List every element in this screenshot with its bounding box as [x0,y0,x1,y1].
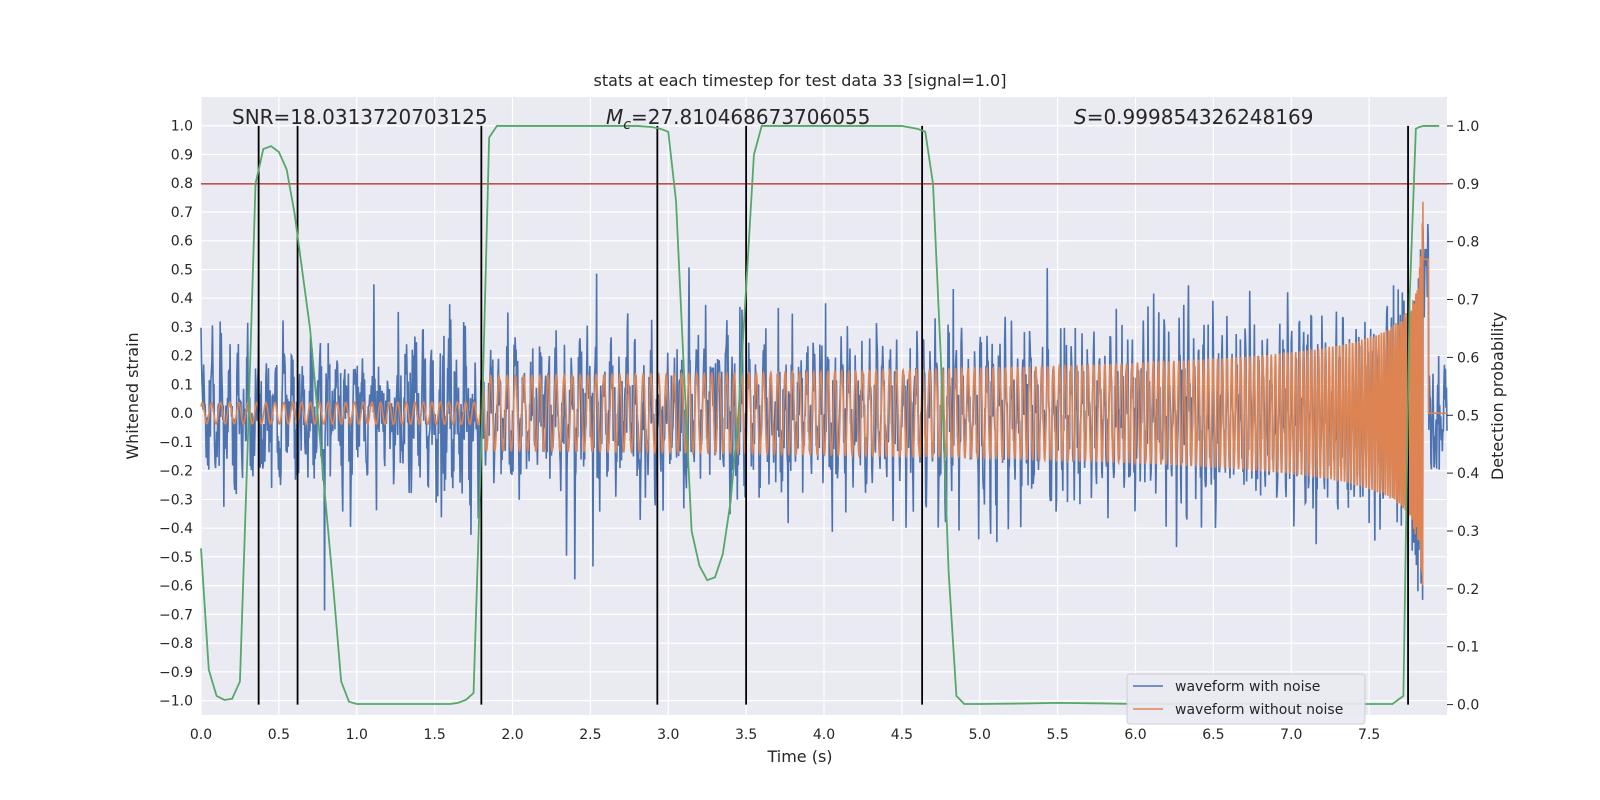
probability-line [200,125,1440,705]
x-tick-label: 4.0 [813,727,835,743]
snr-annotation: SNR=18.0313720703125 [232,105,488,129]
y-tick-label: −0.1 [159,435,193,451]
y2-tick-label: 0.6 [1457,350,1479,366]
y-tick-label: 1.0 [171,119,193,135]
legend-box [1126,673,1366,725]
y2-tick-label: 0.9 [1457,177,1479,193]
y2-tick-label: 0.7 [1457,293,1479,309]
y-tick-label: 0.4 [171,291,193,307]
chirp-mass-subscript: c [623,117,631,133]
y2-axis-ticks: 0.0 0.1 0.2 0.3 0.4 0.5 0.6 0.7 0.8 0.9 1.0 [1447,119,1479,714]
x-tick-label: 7.5 [1358,727,1380,743]
chirp-mass-value: =27.810468673706055 [631,105,870,129]
clean-waveform-line [200,201,1447,586]
x-tick-label: 5.5 [1046,727,1068,743]
y-tick-label: −0.3 [159,492,193,508]
series-detection-probability [200,125,1440,705]
y-tick-label: −0.6 [159,579,193,595]
y-tick-label: 0.3 [171,320,193,336]
x-tick-label: 4.5 [891,727,913,743]
y-tick-label: 0.5 [171,262,193,278]
y-tick-label: −0.2 [159,464,193,480]
x-tick-label: 6.0 [1124,727,1146,743]
x-tick-label: 2.5 [579,727,601,743]
y2-axis-label: Detection probability [1488,312,1507,480]
y-tick-label: −0.5 [159,550,193,566]
plot-area [200,97,1448,715]
x-tick-label: 1.5 [423,727,445,743]
y2-tick-label: 0.5 [1457,408,1479,424]
y-tick-label: −0.4 [159,521,193,537]
x-axis-label: Time (s) [766,747,832,766]
y-tick-label: 0.2 [171,349,193,365]
statistic-annotation: S=0.999854326248169 [1074,105,1313,129]
x-tick-label: 3.0 [657,727,679,743]
y2-tick-label: 0.8 [1457,235,1479,251]
statistic-value: =0.999854326248169 [1087,105,1314,129]
chart-title: stats at each timestep for test data 33 … [594,71,1007,90]
y-tick-label: −1.0 [159,694,193,710]
x-tick-label: 3.5 [735,727,757,743]
y-tick-label: 0.0 [171,406,193,422]
x-tick-label: 0.5 [268,727,290,743]
y2-tick-label: 0.0 [1457,698,1479,714]
y-tick-label: 0.8 [171,176,193,192]
y2-tick-label: 0.3 [1457,524,1479,540]
y2-tick-label: 0.2 [1457,582,1479,598]
legend-label-noise: waveform with noise [1175,679,1320,695]
chirp-mass-annotation: Mc=27.810468673706055 [606,105,870,133]
x-tick-label: 6.5 [1202,727,1224,743]
x-tick-label: 2.0 [501,727,523,743]
chirp-mass-symbol: M [606,105,623,129]
legend-label-clean: waveform without noise [1175,702,1343,718]
y-axis-ticks: −1.0 −0.9 −0.8 −0.7 −0.6 −0.5 −0.4 −0.3 −0.2 −0.1… [159,119,193,710]
y-tick-label: −0.7 [159,607,193,623]
y-axis-label: Whitened strain [123,332,142,459]
y-tick-label: 0.9 [171,147,193,163]
x-tick-label: 1.0 [346,727,368,743]
series-waveform-without-noise [200,201,1447,586]
y2-tick-label: 0.4 [1457,466,1479,482]
x-tick-label: 7.0 [1280,727,1302,743]
y-tick-label: 0.6 [171,234,193,250]
legend: waveform with noise waveform without noi… [1126,673,1366,725]
statistic-symbol: S [1074,105,1087,129]
x-tick-label: 0.0 [190,727,212,743]
y2-tick-label: 0.1 [1457,640,1479,656]
y-tick-label: −0.9 [159,665,193,681]
y-tick-label: 0.7 [171,205,193,221]
y2-tick-label: 1.0 [1457,119,1479,135]
x-tick-label: 5.0 [969,727,991,743]
x-axis-ticks: 0.0 0.5 1.0 1.5 2.0 2.5 3.0 3.5 4.0 4.5 5.0 5.5 6.0 6… [190,727,1380,743]
y-tick-label: 0.1 [171,377,193,393]
y-tick-label: −0.8 [159,636,193,652]
